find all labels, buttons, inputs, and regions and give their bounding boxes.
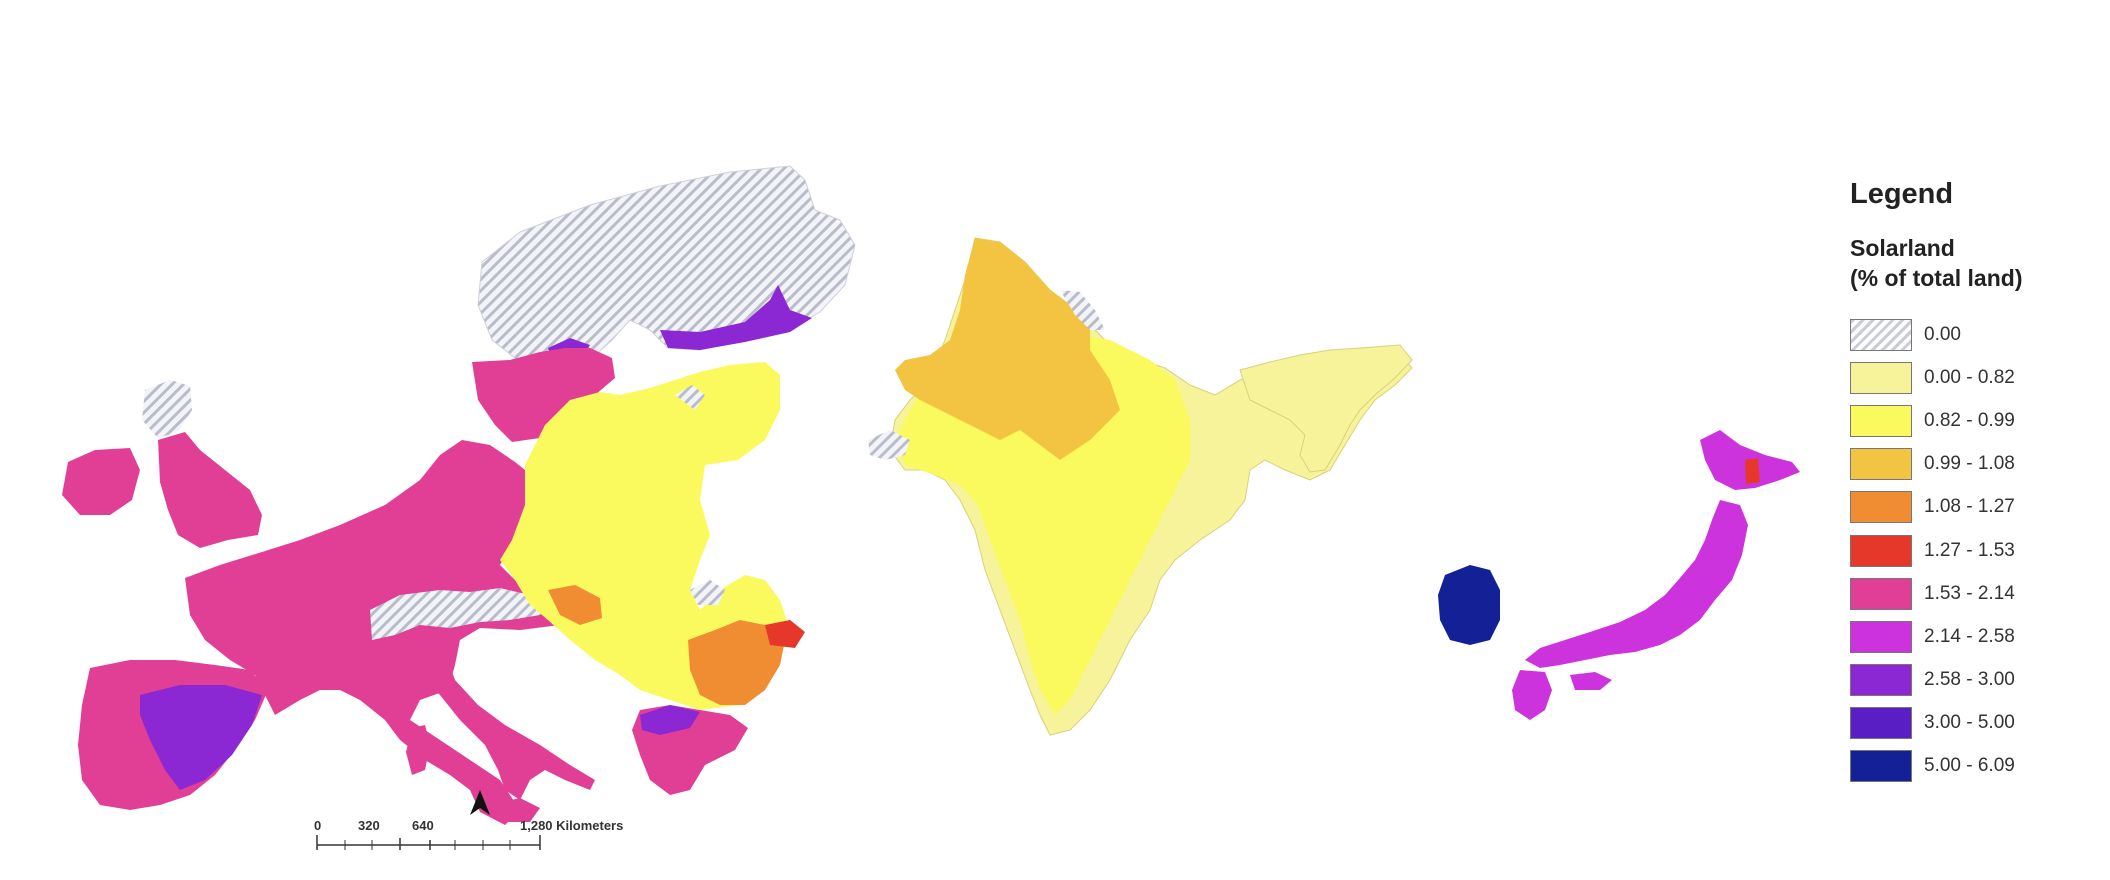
- sardinia-region: [406, 725, 430, 775]
- south-korea-region: [1438, 565, 1500, 645]
- legend-label: 0.82 - 0.99: [1924, 409, 2015, 431]
- legend-label: 3.00 - 5.00: [1924, 712, 2015, 734]
- shikoku-region: [1570, 672, 1612, 690]
- italy-region: [395, 640, 595, 800]
- legend-label: 1.53 - 2.14: [1924, 582, 2015, 604]
- black-sea-coast-region: [765, 620, 805, 648]
- legend-row: 0.00: [1850, 313, 2100, 356]
- legend-subtitle-line2: (% of total land): [1850, 265, 2023, 291]
- scale-tick-640: 640: [412, 818, 434, 833]
- india-map: [868, 237, 1413, 736]
- legend-swatch: [1850, 361, 1912, 394]
- india-northeast-region: [1239, 344, 1413, 473]
- hokkaido-red-spot: [1745, 458, 1760, 484]
- legend-swatch: [1850, 448, 1912, 481]
- greece-north-region: [640, 705, 700, 735]
- legend-subtitle-line1: Solarland: [1850, 235, 1955, 261]
- legend-row: 2.58 - 3.00: [1850, 659, 2100, 702]
- romania-bulgaria-region: [688, 620, 785, 705]
- poland-hatched-spot: [675, 385, 705, 410]
- legend-label: 5.00 - 6.09: [1924, 755, 2015, 777]
- legend-row: 1.08 - 1.27: [1850, 486, 2100, 529]
- scale-tick-320: 320: [358, 818, 380, 833]
- japan-map: [1512, 430, 1800, 720]
- legend-row: 0.00 - 0.82: [1850, 356, 2100, 399]
- legend-label: 2.58 - 3.00: [1924, 669, 2015, 691]
- legend-swatch: [1850, 491, 1912, 524]
- ireland-region: [62, 448, 140, 515]
- legend-swatch: [1850, 750, 1912, 783]
- kashmir-hatched-region: [1060, 290, 1105, 330]
- legend-swatch: [1850, 620, 1912, 653]
- europe-map: [62, 165, 856, 825]
- map-legend: Legend Solarland (% of total land) 0.00 0…: [1850, 178, 2100, 788]
- scale-tick-0: 0: [314, 818, 321, 833]
- legend-row: 5.00 - 6.09: [1850, 745, 2100, 788]
- sicily-region: [490, 798, 540, 822]
- legend-swatch: [1850, 404, 1912, 437]
- legend-row: 0.99 - 1.08: [1850, 443, 2100, 486]
- legend-row: 3.00 - 5.00: [1850, 702, 2100, 745]
- scotland-hatched-region: [142, 380, 192, 438]
- north-arrow-icon: [470, 790, 490, 815]
- legend-swatch: [1850, 534, 1912, 567]
- legend-swatch: [1850, 318, 1912, 351]
- legend-row: 1.27 - 1.53: [1850, 529, 2100, 572]
- spain-central-region: [140, 685, 262, 790]
- denmark-sweden-south-region: [472, 348, 615, 442]
- legend-row: 2.14 - 2.58: [1850, 615, 2100, 658]
- legend-row: 1.53 - 2.14: [1850, 572, 2100, 615]
- legend-label: 1.08 - 1.27: [1924, 496, 2015, 518]
- eastern-europe-region: [500, 362, 790, 710]
- legend-label: 0.99 - 1.08: [1924, 453, 2015, 475]
- legend-swatch: [1850, 707, 1912, 740]
- legend-row: 0.82 - 0.99: [1850, 399, 2100, 442]
- uk-region: [158, 432, 262, 548]
- legend-swatch: [1850, 577, 1912, 610]
- scale-end-label: 1,280 Kilometers: [520, 818, 623, 833]
- honshu-region: [1525, 500, 1748, 668]
- legend-label: 1.27 - 1.53: [1924, 539, 2015, 561]
- austria-orange-region: [548, 585, 602, 625]
- legend-label: 0.00 - 0.82: [1924, 366, 2015, 388]
- pakistan-hatched-region: [868, 430, 910, 460]
- legend-class-list: 0.00 0.00 - 0.82 0.82 - 0.99 0.99 - 1.08 1.0…: [1850, 313, 2100, 788]
- alps-hatched-region: [370, 588, 548, 640]
- legend-subtitle: Solarland (% of total land): [1850, 233, 2100, 293]
- korea-map: [1438, 565, 1500, 645]
- legend-label: 0.00: [1924, 323, 1961, 345]
- legend-label: 2.14 - 2.58: [1924, 625, 2015, 647]
- india-northwest-region: [895, 238, 1120, 460]
- legend-swatch: [1850, 664, 1912, 697]
- finland-north-region: [660, 285, 812, 350]
- kyushu-region: [1512, 670, 1552, 720]
- scale-bar: 0 320 640 1,280 Kilometers: [314, 818, 623, 850]
- balkans-hatched-region: [690, 580, 725, 605]
- legend-title: Legend: [1850, 178, 1954, 210]
- india-central-region: [895, 330, 1190, 715]
